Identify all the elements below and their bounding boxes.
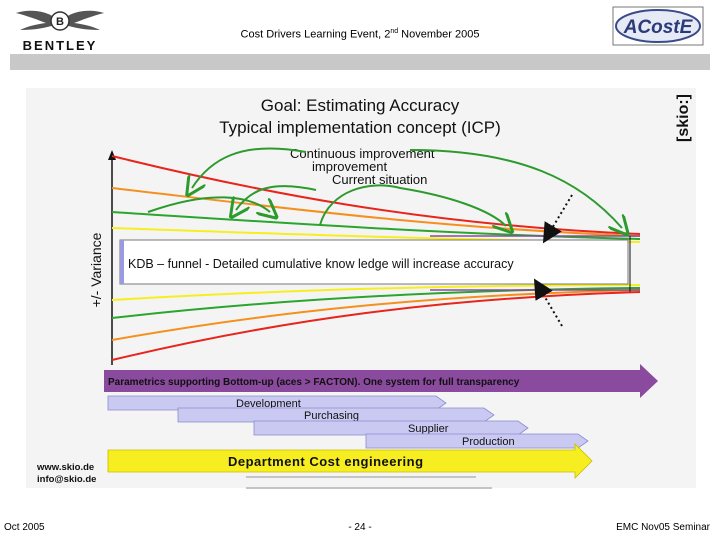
goal-title: Goal: Estimating Accuracy <box>261 96 460 115</box>
axis-arrow-up-icon <box>108 150 116 160</box>
improvement-arc-5 <box>409 149 622 228</box>
stage-bar-supplier <box>253 420 529 436</box>
svg-text:B: B <box>56 16 64 28</box>
stage-label-supplier: Supplier <box>408 423 449 435</box>
current-situation-label: Current situation <box>332 172 427 187</box>
email-address: info@skio.de <box>37 474 96 485</box>
page-number: - 24 - <box>348 522 372 533</box>
stage-bar-development <box>107 395 447 411</box>
header-title-sup: nd <box>390 28 399 35</box>
lower-orange-curve <box>111 289 641 341</box>
lower-red-curve <box>111 291 641 361</box>
header-bar <box>10 54 710 70</box>
improvement-arc-3 <box>147 196 270 212</box>
fine-print-line-1 <box>246 476 476 478</box>
bentley-logo: B <box>14 4 106 38</box>
skio-label: [skio:] <box>675 94 692 142</box>
parametrics-text: Parametrics supporting Bottom-up (aces >… <box>108 377 520 388</box>
acoste-logo: ACostE <box>612 6 704 46</box>
goal-subtitle: Typical implementation concept (ICP) <box>219 118 501 137</box>
header-title-prefix: Cost Drivers Learning Event, 2 <box>240 28 391 41</box>
stage-label-development: Development <box>236 398 301 410</box>
header-title: Cost Drivers Learning Event, 2nd Novembe… <box>200 28 520 41</box>
improvement-label: improvement <box>312 159 388 174</box>
convergence-arrow-down <box>542 194 573 244</box>
parametrics-banner <box>104 364 658 398</box>
convergence-arrow-up <box>533 278 563 327</box>
lower-yellow-curve <box>111 284 641 301</box>
department-text: Department Cost engineering <box>228 454 424 469</box>
footer-event: EMC Nov05 Seminar <box>616 522 710 533</box>
fine-print-line-2 <box>246 487 492 489</box>
variance-label: +/- Variance <box>88 232 104 307</box>
continuous-improvement-label: Continuous improvement <box>290 146 435 161</box>
upper-green-curve <box>111 211 641 240</box>
stage-label-purchasing: Purchasing <box>304 410 359 422</box>
stage-bar-purchasing <box>177 407 495 423</box>
web-address: www.skio.de <box>36 462 94 473</box>
kdb-box <box>119 239 629 285</box>
kdb-text: KDB – funnel - Detailed cumulative know … <box>128 257 514 271</box>
improvement-arc-1 <box>192 147 307 188</box>
stage-bar-production <box>365 433 589 449</box>
stage-label-production: Production <box>462 436 515 448</box>
acoste-text: ACostE <box>623 17 694 38</box>
improvement-arc-4 <box>319 184 506 226</box>
bentley-wordmark: BENTLEY <box>22 38 98 53</box>
kdb-box-accent <box>120 240 124 284</box>
header-title-suffix: November 2005 <box>398 28 480 41</box>
footer-date: Oct 2005 <box>4 522 45 533</box>
improvement-arc-2 <box>236 185 317 210</box>
department-banner <box>107 443 593 479</box>
